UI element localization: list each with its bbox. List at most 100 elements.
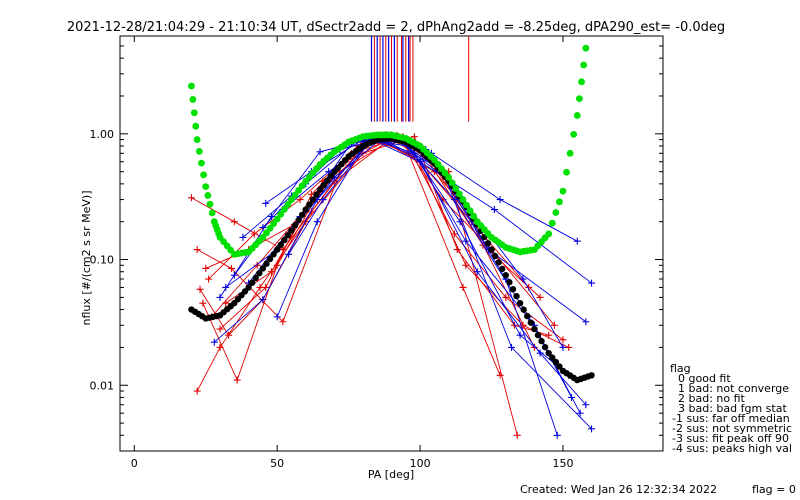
green-fit-point — [445, 174, 453, 181]
blue-point — [316, 148, 324, 156]
red-point — [550, 321, 558, 329]
green-fit-point — [280, 205, 288, 213]
black-fit-point — [266, 255, 274, 263]
blue-series-3 — [233, 137, 558, 436]
green-fit-point — [545, 230, 553, 238]
legend-item-2: 2 bad: no fit — [678, 392, 746, 405]
black-fit-point — [245, 284, 252, 291]
black-fit-point — [288, 227, 295, 234]
legend-item-3: 3 bad: bad fgm stat — [678, 402, 787, 415]
green-fit-point — [193, 136, 201, 143]
blue-point — [456, 218, 464, 226]
blue-point — [222, 283, 230, 291]
x-axis-label: PA [deg] — [368, 468, 414, 481]
black-fit-point — [538, 337, 545, 345]
blue-point — [285, 250, 293, 258]
legend-title: flag — [670, 362, 691, 375]
red-point — [496, 371, 504, 379]
red-point — [462, 261, 470, 269]
green-fit-point — [270, 220, 278, 228]
black-fit-point — [545, 349, 552, 357]
green-fit-point — [288, 196, 295, 203]
black-fit-point — [541, 343, 549, 351]
red-point — [216, 325, 224, 333]
black-fit-point — [531, 325, 538, 333]
black-fit-point — [313, 191, 320, 198]
red-point — [227, 264, 235, 272]
black-fit-point — [302, 206, 309, 213]
green-fit-point — [559, 187, 567, 195]
green-fit-point — [273, 215, 281, 223]
green-fit-point — [200, 171, 207, 179]
green-fit-point — [459, 196, 467, 203]
legend-item-1: 1 bad: not converge — [678, 382, 789, 395]
blue-point — [259, 223, 267, 231]
green-fit-point — [548, 219, 556, 227]
green-fit-point — [455, 190, 463, 198]
red-point — [199, 299, 207, 307]
black-fit-point — [284, 232, 292, 239]
black-fit-point — [513, 292, 520, 300]
blue-point — [239, 233, 247, 241]
black-fit-point — [527, 319, 535, 326]
legend-item-7: -4 sus: peaks high val — [672, 442, 792, 455]
chart-title: 2021-12-28/21:04:29 - 21:10:34 UT, dSect… — [67, 20, 725, 35]
green-fit-point — [208, 209, 216, 217]
green-fit-point — [580, 61, 588, 69]
green-fit-point — [202, 183, 210, 191]
blue-series-4 — [242, 135, 592, 430]
blue-series-0 — [214, 139, 592, 343]
y-tick-label: 1.00 — [90, 128, 115, 141]
blue-point — [273, 313, 281, 321]
black-fit-point — [509, 285, 517, 293]
blue-point — [319, 196, 327, 204]
black-fit-point — [281, 236, 288, 244]
green-fit-point — [291, 191, 299, 199]
red-series-7 — [211, 139, 569, 348]
blue-point — [262, 199, 270, 207]
blue-point — [230, 271, 238, 279]
red-series-3 — [202, 136, 535, 382]
red-point — [193, 387, 201, 395]
green-fit-point — [206, 200, 214, 208]
red-point — [536, 293, 544, 301]
x-tick-label: 150 — [552, 457, 573, 470]
red-point — [459, 283, 467, 291]
black-fit-point — [273, 246, 281, 253]
green-fit-point — [263, 229, 270, 237]
black-fit-point — [506, 279, 513, 286]
blue-point — [450, 196, 458, 204]
black-fit-point — [252, 274, 259, 282]
green-fit-point — [195, 147, 203, 155]
black-fit-point — [588, 372, 595, 379]
x-tick-label: 100 — [410, 457, 431, 470]
green-fit-point — [190, 109, 198, 117]
green-fit-point — [576, 95, 583, 103]
red-point — [410, 133, 418, 141]
red-point — [267, 268, 275, 276]
black-fit-point — [291, 222, 299, 229]
plot-area: 0 50 100 150 0.01 0.10 1.00 — [90, 35, 664, 470]
red-series-6 — [208, 136, 564, 341]
legend-item-4: -1 sus: far off median — [672, 412, 790, 425]
red-point — [202, 264, 210, 272]
blue-point — [210, 338, 218, 346]
x-tick-label: 0 — [131, 457, 138, 470]
black-fit-point — [491, 252, 499, 260]
black-fit-point — [256, 269, 263, 277]
black-fit-point — [495, 259, 502, 266]
green-fit-point — [582, 44, 590, 52]
black-fit-point — [277, 241, 284, 249]
red-point — [250, 230, 258, 238]
green-fit-point — [552, 209, 560, 216]
red-series-2 — [199, 137, 501, 376]
red-point — [222, 299, 230, 307]
red-point — [253, 261, 261, 269]
red-point — [216, 343, 224, 351]
green-fit-point — [463, 201, 470, 209]
black-fit-point — [295, 216, 302, 224]
black-fit-point — [298, 211, 306, 218]
blue-point — [519, 275, 527, 283]
blue-point — [490, 206, 498, 214]
red-point — [559, 336, 567, 344]
